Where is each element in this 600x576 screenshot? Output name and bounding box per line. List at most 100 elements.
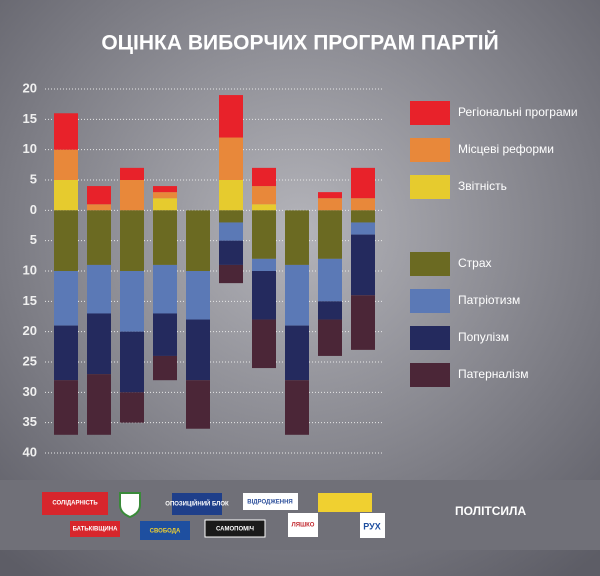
- bar-segment: [318, 258, 342, 302]
- bar-segment: [153, 198, 177, 211]
- y-tick-label: 15: [23, 111, 37, 126]
- bar-segment: [87, 264, 111, 314]
- y-tick-label: 25: [23, 353, 37, 368]
- bar-segment: [252, 186, 276, 205]
- logo: [318, 493, 372, 512]
- bar-segment: [252, 167, 276, 187]
- bar-segment: [153, 186, 177, 193]
- bar-segment: [54, 380, 78, 435]
- bar-segment: [318, 192, 342, 199]
- logo: [42, 492, 108, 515]
- bar-segment: [120, 331, 144, 393]
- bar-segment: [186, 210, 210, 271]
- logo: [288, 513, 318, 537]
- bar-segment: [318, 319, 342, 356]
- bar-segment: [219, 95, 243, 138]
- legend-label: Популізм: [458, 330, 509, 344]
- bar-segment: [252, 319, 276, 369]
- legend-swatch: [410, 252, 450, 276]
- bar-segment: [318, 301, 342, 320]
- logo-text: БАТЬКІВЩИНА: [73, 527, 119, 533]
- bar-segment: [120, 167, 144, 180]
- bar-segment: [252, 271, 276, 320]
- bar-segment: [219, 222, 243, 241]
- legend-label: Патерналізм: [458, 367, 528, 381]
- logo: [140, 521, 190, 540]
- legend-label: Патріотизм: [458, 293, 520, 307]
- bar-segment: [219, 210, 243, 223]
- bar-segment: [252, 204, 276, 211]
- bar-segment: [54, 325, 78, 381]
- bar-segment: [351, 198, 375, 211]
- y-tick-label: 20: [23, 80, 37, 95]
- bar-segment: [153, 313, 177, 356]
- bar-segment: [351, 210, 375, 223]
- bar-segment: [219, 180, 243, 211]
- y-tick-label: 20: [23, 323, 37, 338]
- y-tick-label: 40: [23, 444, 37, 459]
- logos: СОЛІДАРНІСТЬ ОПОЗИЦІЙНИЙ БЛОК ВІДРОДЖЕНН…: [42, 492, 385, 540]
- logo: [204, 519, 266, 538]
- logo-text: РУХ: [363, 521, 381, 531]
- legend-label: Звітність: [458, 179, 507, 193]
- bar-segment: [87, 210, 111, 265]
- logo: [70, 521, 120, 537]
- bar-segment: [351, 222, 375, 235]
- bar-segment: [54, 271, 78, 326]
- legend-swatch: [410, 175, 450, 199]
- logo: [360, 513, 385, 538]
- bar-segment: [153, 264, 177, 314]
- logo-text: САМОПОМІЧ: [216, 527, 254, 533]
- bar-segment: [186, 319, 210, 381]
- bar-segment: [285, 325, 309, 381]
- logo: [119, 492, 141, 519]
- logo-text: ЛЯШКО: [292, 523, 315, 529]
- bar-segment: [318, 210, 342, 259]
- y-tick-label: 5: [30, 171, 37, 186]
- bar-segment: [87, 374, 111, 435]
- logo: [172, 493, 222, 515]
- bar-segment: [153, 355, 177, 381]
- y-tick-label: 30: [23, 384, 37, 399]
- bar-segment: [219, 240, 243, 265]
- legend-label: Регіональні програми: [458, 105, 578, 119]
- y-tick-label: 5: [30, 232, 37, 247]
- bar-segment: [219, 137, 243, 180]
- bar-segment: [54, 210, 78, 271]
- legend-swatch: [410, 289, 450, 313]
- logo-text: ОПОЗИЦІЙНИЙ БЛОК: [165, 500, 229, 508]
- bar-segment: [219, 264, 243, 284]
- bar-segment: [153, 210, 177, 265]
- bar-segment: [285, 380, 309, 435]
- y-tick-label: 0: [30, 202, 37, 217]
- legend-swatch: [410, 363, 450, 387]
- logo-text: ВІДРОДЖЕННЯ: [247, 500, 292, 506]
- bar-segment: [351, 295, 375, 350]
- bar-segment: [54, 149, 78, 180]
- logo-text: СВОБОДА: [150, 529, 181, 535]
- legend-swatch: [410, 101, 450, 125]
- bar-segment: [120, 180, 144, 211]
- logo: [243, 493, 298, 510]
- bar-segment: [252, 258, 276, 271]
- y-tick-label: 35: [23, 414, 37, 429]
- bar-segment: [186, 271, 210, 320]
- y-tick-label: 15: [23, 293, 37, 308]
- bar-segment: [252, 210, 276, 259]
- bar-segment: [120, 392, 144, 423]
- bar-segment: [351, 234, 375, 296]
- bar-segment: [153, 192, 177, 199]
- bar-segment: [120, 210, 144, 271]
- bar-segment: [54, 180, 78, 211]
- legend-label: Місцеві реформи: [458, 142, 554, 156]
- chart-title: ОЦІНКА ВИБОРЧИХ ПРОГРАМ ПАРТІЙ: [101, 31, 498, 55]
- bar-segment: [351, 167, 375, 199]
- y-tick-label: 10: [23, 141, 37, 156]
- legend-label: Страх: [458, 256, 492, 270]
- bar-segment: [87, 204, 111, 211]
- bar-segment: [318, 198, 342, 211]
- logo-text: СОЛІДАРНІСТЬ: [52, 501, 98, 507]
- bar-segment: [285, 210, 309, 265]
- bar-segment: [87, 313, 111, 375]
